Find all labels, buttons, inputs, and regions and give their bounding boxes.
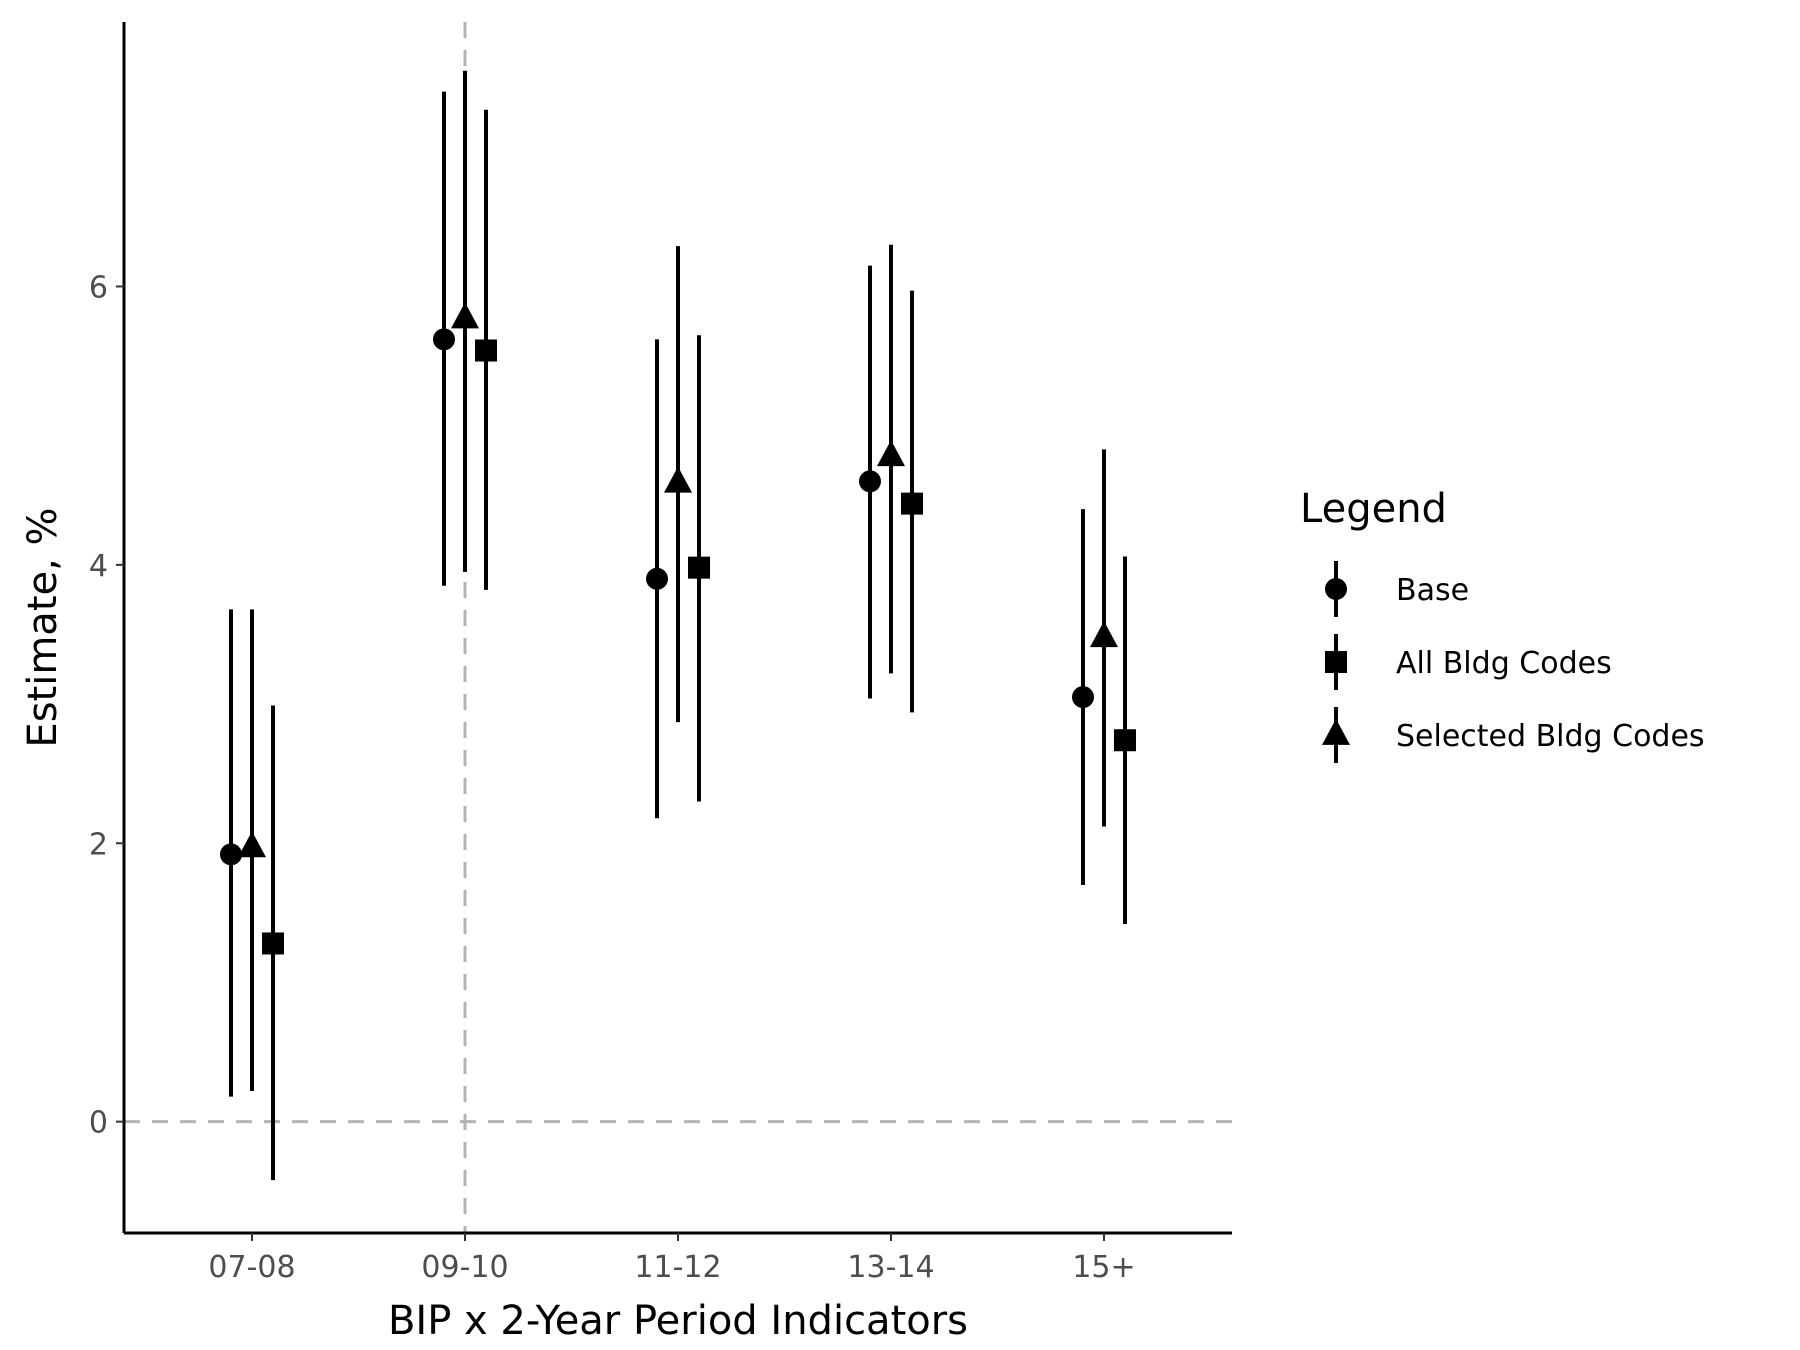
x-tick-label: 13-14 bbox=[847, 1250, 934, 1285]
legend-key-circle bbox=[1325, 578, 1347, 600]
y-axis-title: Estimate, % bbox=[20, 507, 66, 747]
x-tick-label: 09-10 bbox=[421, 1250, 508, 1285]
x-tick-label: 11-12 bbox=[634, 1250, 721, 1285]
point-triangle bbox=[451, 302, 479, 329]
legend-label: All Bldg Codes bbox=[1396, 646, 1612, 681]
point-triangle bbox=[664, 466, 692, 493]
point-circle bbox=[1072, 686, 1094, 709]
legend-key-triangle bbox=[1322, 718, 1350, 745]
legend-key bbox=[1325, 561, 1347, 617]
point-triangle bbox=[238, 831, 266, 858]
point-circle bbox=[220, 843, 242, 866]
legend-key bbox=[1322, 707, 1350, 763]
point-circle bbox=[433, 328, 455, 351]
legend-key-square bbox=[1325, 651, 1347, 673]
legend-label: Selected Bldg Codes bbox=[1396, 719, 1705, 754]
point-square bbox=[262, 932, 284, 955]
point-triangle bbox=[1090, 621, 1118, 648]
x-tick-label: 07-08 bbox=[208, 1250, 295, 1285]
x-tick-label: 15+ bbox=[1072, 1250, 1135, 1285]
legend-key bbox=[1325, 634, 1347, 690]
y-tick-label: 4 bbox=[89, 549, 108, 584]
legend-label: Base bbox=[1396, 573, 1469, 608]
series-all-bldg-codes bbox=[262, 109, 1136, 1181]
series-layer bbox=[220, 70, 1136, 1181]
legend-title: Legend bbox=[1300, 486, 1447, 532]
y-tick-label: 6 bbox=[89, 270, 108, 305]
point-square bbox=[688, 556, 710, 579]
legend: Legend Base All Bldg Codes Selected Bldg C… bbox=[1300, 486, 1705, 763]
point-square bbox=[1114, 729, 1136, 752]
y-tick-label: 0 bbox=[89, 1106, 108, 1141]
x-axis-title: BIP x 2-Year Period Indicators bbox=[388, 1298, 968, 1344]
point-triangle bbox=[877, 440, 905, 467]
y-tick-label: 2 bbox=[89, 827, 108, 862]
series-base bbox=[220, 91, 1094, 1097]
point-circle bbox=[646, 567, 668, 590]
point-square bbox=[475, 339, 497, 362]
ticks: 0 2 4 6 07-08 09-10 11-12 13-14 15+ bbox=[89, 270, 1136, 1285]
series-selected-bldg-codes bbox=[238, 70, 1118, 1092]
point-circle bbox=[859, 470, 881, 493]
point-square bbox=[901, 492, 923, 515]
